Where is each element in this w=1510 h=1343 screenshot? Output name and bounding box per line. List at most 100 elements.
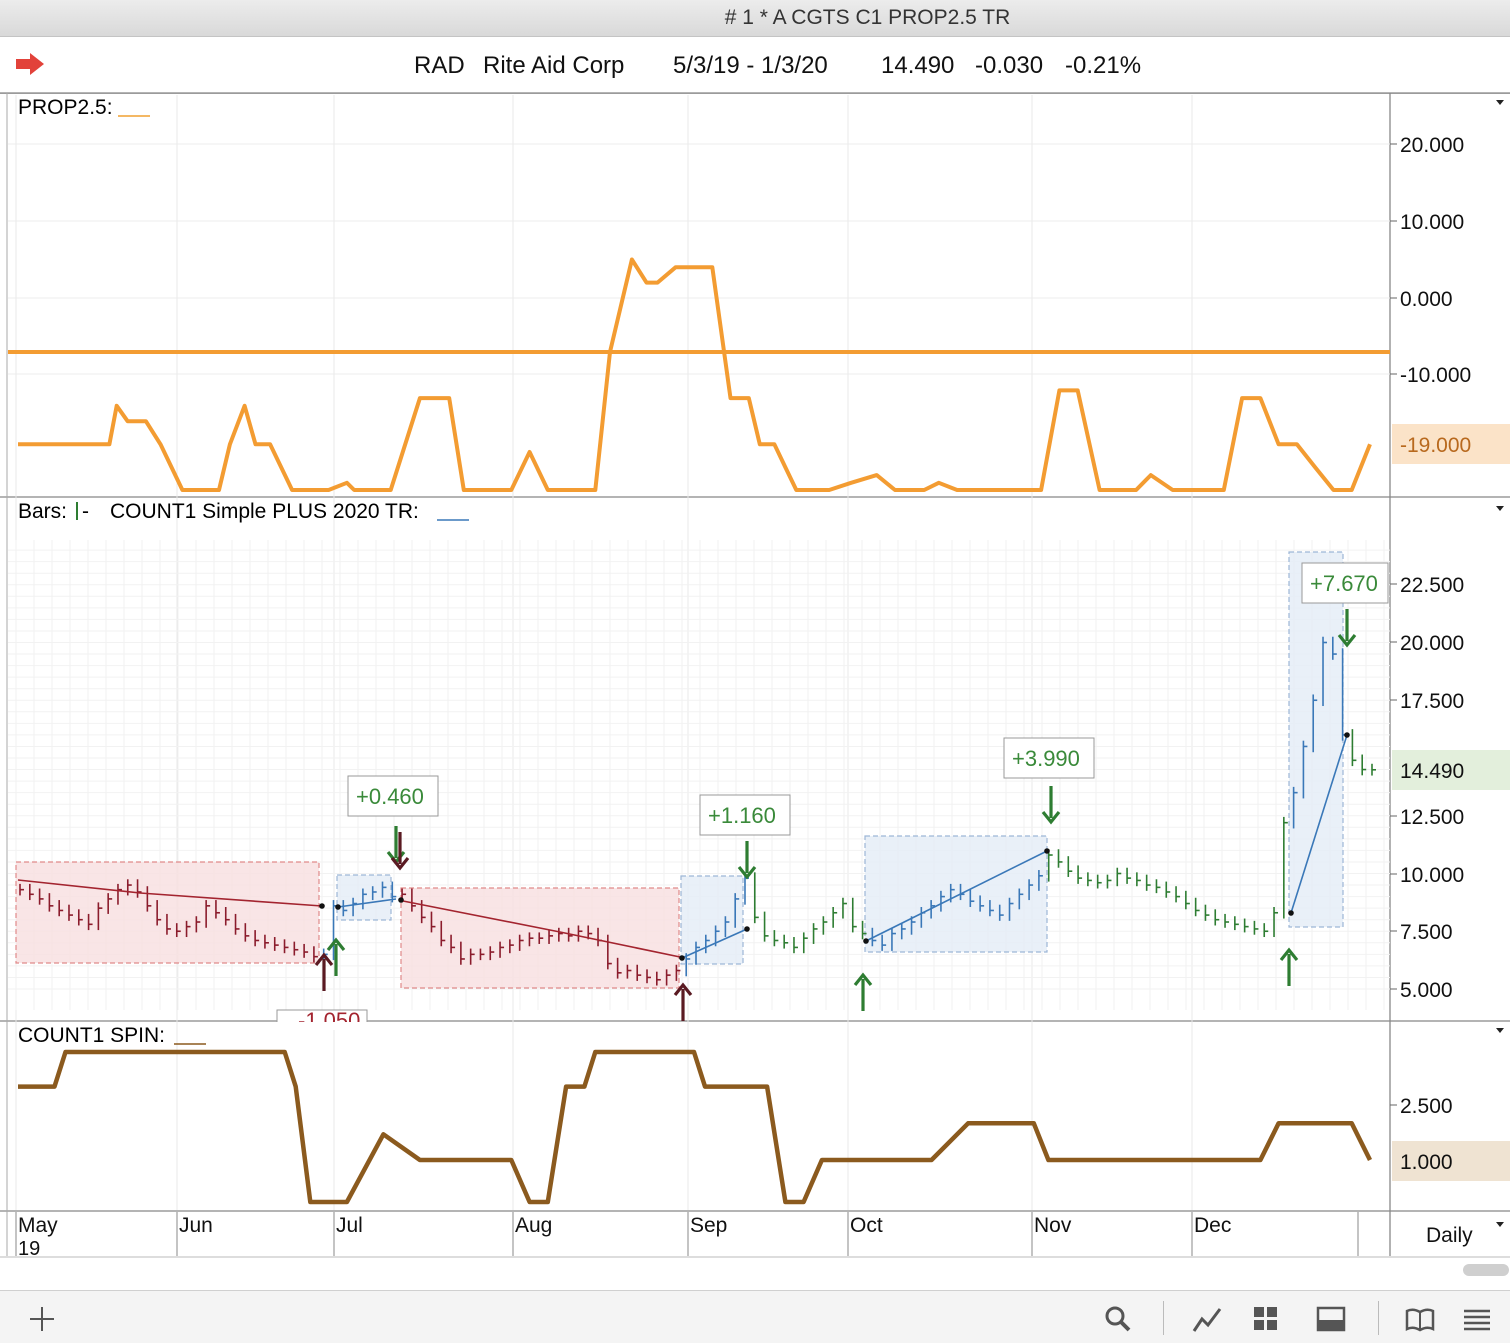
red-arrow-icon[interactable] <box>14 51 46 77</box>
prop-panel-menu-icon[interactable] <box>1496 100 1504 105</box>
window-titlebar: # 1 * A CGTS C1 PROP2.5 TR <box>0 0 1510 37</box>
grid-icon[interactable] <box>1252 1305 1280 1333</box>
book-icon[interactable] <box>1404 1305 1436 1333</box>
spin-axis-label: 2.500 <box>1400 1095 1453 1118</box>
bars-panel-menu-icon[interactable] <box>1496 506 1504 511</box>
arrow-head <box>737 866 757 880</box>
uptrend-box <box>1288 551 1344 928</box>
uptrend-line <box>1290 734 1348 914</box>
study-panel-label: COUNT1 Simple PLUS 2020 TR: <box>110 500 419 523</box>
up-arrow-icon <box>673 982 693 1021</box>
prop-panel <box>8 257 1390 492</box>
month-label: Sep <box>690 1214 727 1237</box>
price-change-pct: -0.21% <box>1065 52 1142 79</box>
window-title: # 1 * A CGTS C1 PROP2.5 TR <box>724 6 1011 29</box>
prop-axis-label: 0.000 <box>1400 288 1453 311</box>
menu-icon[interactable] <box>1462 1305 1492 1333</box>
down-arrow-icon <box>1041 786 1061 825</box>
last-price: 14.490 <box>881 52 955 79</box>
date-range: 5/3/19 - 1/3/20 <box>673 52 828 79</box>
pivot-point <box>744 926 750 932</box>
up-arrow-icon <box>326 937 346 976</box>
prop-last-value: -19.000 <box>1400 434 1471 457</box>
bars-axis-label: 10.000 <box>1400 864 1464 887</box>
gain-label: +0.460 <box>356 784 424 809</box>
uptrend-line <box>865 850 1048 942</box>
arrow-head <box>314 952 334 966</box>
search-icon[interactable] <box>1104 1305 1132 1333</box>
bars-last-value: 14.490 <box>1400 760 1464 783</box>
spin-panel-label: COUNT1 SPIN: <box>18 1024 165 1047</box>
pivot-point <box>335 904 341 910</box>
gain-label: +3.990 <box>1012 746 1080 771</box>
pivot-point <box>863 938 869 944</box>
month-label: Jul <box>336 1214 363 1237</box>
timeframe-label[interactable]: Daily <box>1426 1224 1473 1247</box>
down-arrow-icon <box>390 832 410 871</box>
chart-line-icon[interactable] <box>1192 1305 1222 1333</box>
gain-label: +7.670 <box>1310 571 1378 596</box>
uptrend-box <box>680 875 744 965</box>
down-arrow-icon <box>737 841 757 880</box>
company-name: Rite Aid Corp <box>483 52 625 79</box>
up-arrow-icon <box>1279 947 1299 986</box>
bottom-toolbar <box>0 1290 1510 1343</box>
pivot-point <box>679 955 685 961</box>
gain-label-box <box>1301 562 1389 604</box>
price-change: -0.030 <box>975 52 1044 79</box>
prop-axis-label: -10.000 <box>1400 364 1471 387</box>
bars-axis-label: 5.000 <box>1400 979 1453 1002</box>
gain-label-box <box>699 794 791 836</box>
arrow-head <box>390 857 410 871</box>
month-label: Dec <box>1194 1214 1231 1237</box>
bars-axis-label: 22.500 <box>1400 574 1464 597</box>
bars-axis-label: 17.500 <box>1400 690 1464 713</box>
grid-lines <box>0 92 1510 1258</box>
gain-label-box <box>1003 737 1095 779</box>
up-arrow-icon <box>314 952 334 991</box>
label-clip <box>270 1022 380 1030</box>
uptrend-line <box>681 928 748 959</box>
panel-icon[interactable] <box>1316 1305 1346 1333</box>
gain-label: +1.160 <box>708 803 776 828</box>
bars-axis-label: 12.500 <box>1400 806 1464 829</box>
y-axes: 20.000 10.000 0.000 -10.000 -19.000 22.500 20.… <box>1390 134 1510 1181</box>
prop-axis-label: 20.000 <box>1400 134 1464 157</box>
arrow-head <box>853 972 873 986</box>
gain-label-box <box>347 775 439 817</box>
downtrend-box <box>15 861 320 964</box>
spin-last-value: 1.000 <box>1400 1151 1453 1174</box>
timeframe-menu-icon[interactable] <box>1496 1222 1504 1227</box>
uptrend-line <box>337 898 397 908</box>
toolbar-divider <box>1378 1301 1379 1335</box>
uptrend-box <box>864 835 1048 953</box>
month-label: Jun <box>179 1214 213 1237</box>
bars-axis-label: 7.500 <box>1400 921 1453 944</box>
symbol-label[interactable]: RAD <box>414 52 465 79</box>
spin-series-line <box>18 1049 1373 1205</box>
bars-axis-label: 20.000 <box>1400 632 1464 655</box>
month-label: May <box>18 1214 58 1237</box>
downtrend-line <box>402 900 681 958</box>
prop-axis-label: 10.000 <box>1400 211 1464 234</box>
bars-last-value-box <box>1392 750 1510 790</box>
year-label: 19 <box>18 1238 41 1260</box>
toolbar-divider <box>1163 1301 1164 1335</box>
quote-header: RAD Rite Aid Corp 5/3/19 - 1/3/20 14.490… <box>0 37 1510 94</box>
month-label: Aug <box>515 1214 552 1237</box>
add-icon[interactable] <box>28 1305 56 1333</box>
spin-panel <box>18 1049 1373 1205</box>
trend-boxes <box>15 551 1344 989</box>
spin-panel-menu-icon[interactable] <box>1496 1028 1504 1033</box>
horizontal-scrollbar[interactable] <box>1463 1264 1509 1276</box>
month-label: Nov <box>1034 1214 1072 1237</box>
month-axis: May Jun Jul Aug Sep Oct Nov Dec <box>15 1212 1359 1256</box>
pivot-point <box>1044 848 1050 854</box>
chart-area[interactable]: +0.460+1.160+3.990+7.670-1.050 20.00010.… <box>0 0 1510 1290</box>
month-label: Oct <box>850 1214 883 1237</box>
bars-panel-label: Bars: <box>18 500 67 523</box>
down-arrow-icon <box>1337 609 1357 648</box>
arrow-head <box>1337 634 1357 648</box>
spin-last-value-box <box>1392 1141 1510 1181</box>
price-bars-panel: +0.460+1.160+3.990+7.670-1.050 <box>17 562 1389 1033</box>
